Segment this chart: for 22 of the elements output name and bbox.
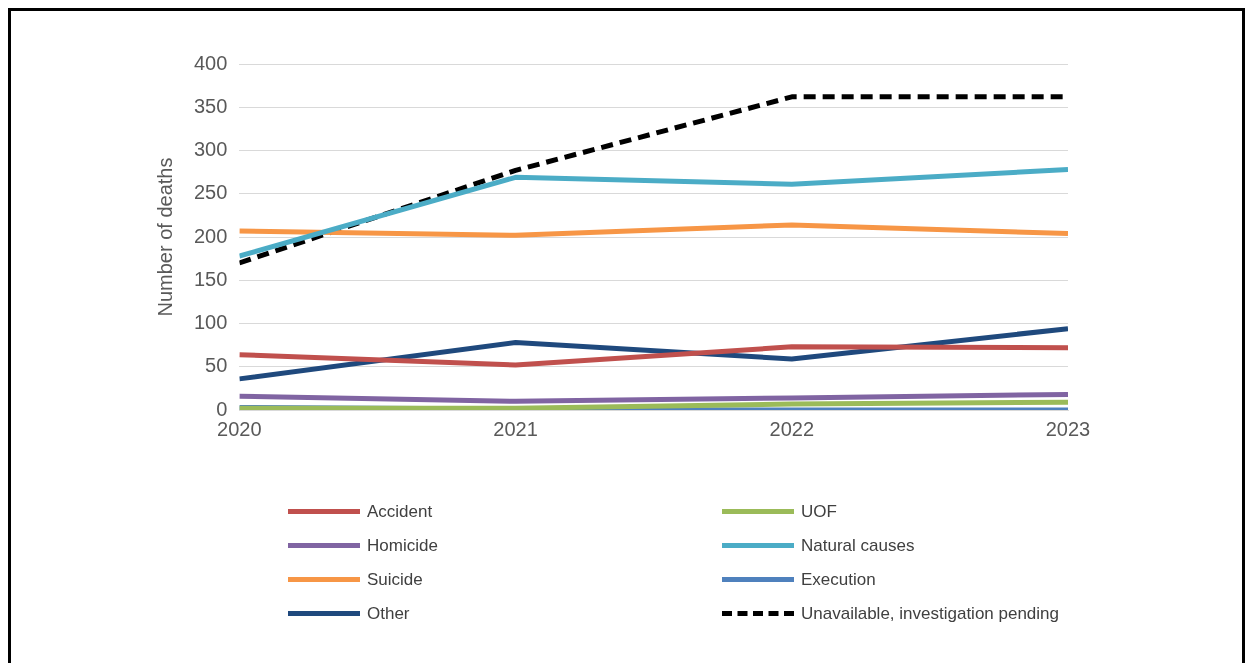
y-tick-label: 250: [193, 181, 228, 204]
legend-label: Homicide: [367, 535, 438, 556]
legend-label: Accident: [367, 501, 433, 522]
legend-label: Suicide: [367, 569, 423, 590]
legend-label: Execution: [801, 569, 876, 590]
y-axis-title: Number of deaths: [153, 157, 176, 317]
x-tick-label: 2020: [217, 417, 262, 440]
y-tick-label: 350: [193, 94, 228, 117]
y-tick-label: 50: [205, 354, 228, 377]
legend-label: Natural causes: [801, 535, 915, 556]
y-tick-label: 0: [216, 397, 228, 420]
legend-label: Unavailable, investigation pending: [801, 603, 1060, 624]
y-tick-label: 300: [193, 138, 228, 161]
legend-label: UOF: [801, 501, 837, 522]
legend-label: Other: [367, 603, 410, 624]
x-tick-label: 2021: [493, 417, 538, 440]
y-tick-label: 100: [193, 311, 228, 334]
y-tick-label: 200: [193, 224, 228, 247]
y-tick-label: 150: [193, 267, 228, 290]
y-tick-label: 400: [193, 51, 228, 74]
x-tick-label: 2023: [1045, 417, 1091, 440]
x-tick-label: 2022: [769, 417, 815, 440]
